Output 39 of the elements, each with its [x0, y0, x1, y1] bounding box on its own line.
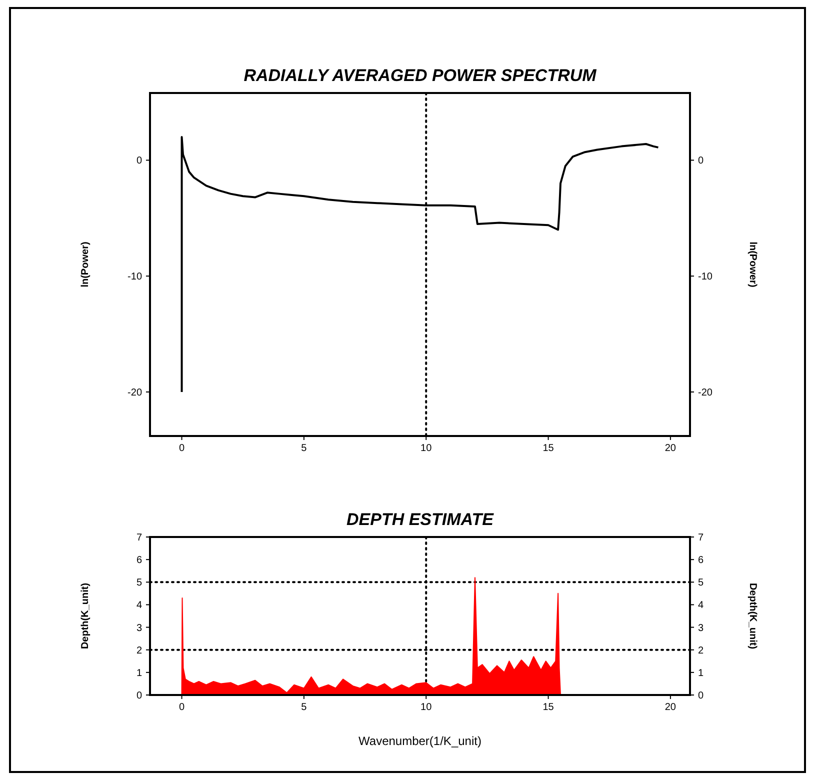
y2-tick-label: 7	[698, 532, 704, 544]
chart-title: DEPTH ESTIMATE	[346, 510, 494, 529]
y2-tick-label: 4	[698, 600, 704, 612]
y-tick-label: 0	[136, 156, 142, 167]
y-tick-label: 5	[136, 578, 142, 589]
y2-tick-label: -20	[698, 387, 713, 398]
y-tick-label: 6	[136, 555, 142, 566]
y-tick-label: -10	[128, 272, 142, 283]
x-tick-label: 0	[178, 702, 185, 713]
y2-tick-label: 5	[698, 578, 704, 589]
x-tick-label: 10	[420, 443, 432, 454]
y-tick-label: 1	[136, 668, 142, 679]
y-tick-label: 2	[136, 645, 142, 656]
y2-tick-label: 2	[698, 645, 704, 656]
y2-tick-label: -10	[698, 272, 713, 283]
x-tick-label: 15	[542, 443, 554, 454]
y2-tick-label: 0	[698, 156, 704, 167]
y-tick-label: -20	[128, 387, 142, 398]
y2-axis-title: ln(Power)	[747, 242, 758, 288]
y2-axis-title: Depth(K_unit)	[747, 582, 758, 650]
x-tick-label: 0	[178, 443, 185, 454]
y-axis-title: ln(Power)	[80, 242, 91, 288]
y-axis-title: Depth(K_unit)	[80, 582, 91, 650]
y-tick-label: 3	[136, 622, 142, 634]
y-tick-label: 0	[136, 690, 142, 702]
y2-tick-label: 6	[698, 555, 704, 566]
x-tick-label: 5	[301, 702, 308, 713]
x-axis-title: Wavenumber(1/K_unit)	[358, 734, 482, 748]
x-tick-label: 15	[542, 702, 554, 713]
x-tick-label: 20	[664, 702, 676, 713]
x-tick-label: 10	[420, 702, 432, 713]
y-tick-label: 4	[136, 600, 142, 612]
x-tick-label: 20	[664, 443, 676, 454]
chart-title: RADIALLY AVERAGED POWER SPECTRUM	[244, 66, 598, 85]
y2-tick-label: 1	[698, 668, 704, 679]
y-tick-label: 7	[136, 532, 142, 544]
y2-tick-label: 0	[698, 690, 704, 702]
x-tick-label: 5	[301, 443, 308, 454]
y2-tick-label: 3	[698, 622, 704, 634]
